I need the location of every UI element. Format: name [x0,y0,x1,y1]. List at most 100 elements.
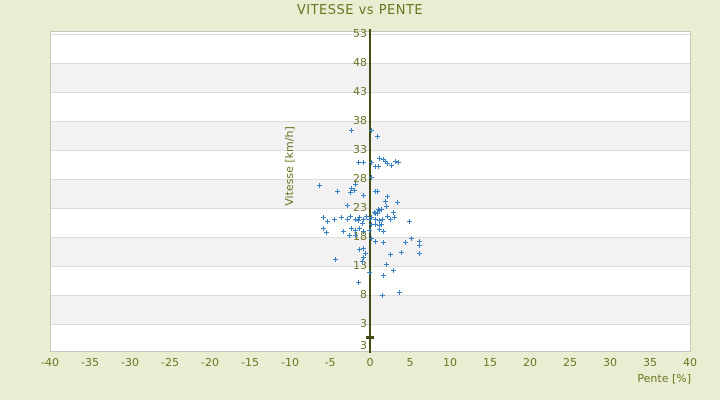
scatter-point [376,217,382,223]
scatter-point [351,187,357,193]
scatter-point [373,239,379,245]
scatter-point [379,292,385,298]
scatter-point [376,226,382,232]
scatter-point [357,247,363,253]
scatter-point [359,220,365,226]
x-tick-label: -15 [241,356,259,369]
scatter-point [374,133,380,139]
y-tick-label: 53 [353,27,367,40]
scatter-point [333,256,339,262]
scatter-point [377,223,383,229]
scatter-point [340,228,346,234]
scatter-point [398,249,404,255]
y-tick-label: 8 [360,288,367,301]
scatter-point [317,182,323,188]
scatter-point [355,160,361,166]
scatter-point [320,225,326,231]
scatter-point [361,255,367,261]
scatter-point [416,239,422,245]
scatter-point [369,221,375,227]
scatter-point [417,251,423,257]
scatter-point [371,209,377,215]
scatter-point [378,207,384,213]
x-tick-label: 0 [366,356,374,369]
scatter-point [324,219,330,225]
scatter-point [355,218,361,224]
scatter-point [397,290,403,296]
y-tick-label: 23 [353,201,367,214]
scatter-point [369,236,375,242]
scatter-point [361,160,367,166]
scatter-point [417,242,423,248]
x-tick-label: 35 [643,356,657,369]
scatter-point [382,158,388,164]
x-tick-label: -20 [201,356,219,369]
scatter-point [360,216,366,222]
scatter-point [359,259,365,265]
scatter-point [374,189,380,195]
scatter-point [369,175,375,181]
x-axis-title: Pente [%] [637,372,691,385]
x-tick-label: 15 [483,356,497,369]
scatter-point [366,228,372,234]
scatter-point [388,162,394,168]
scatter-point [369,128,375,134]
x-tick-label: -30 [121,356,139,369]
scatter-point [383,204,389,210]
scatter-point [338,214,344,220]
scatter-point [402,239,408,245]
x-tick-label: -25 [161,356,179,369]
scatter-point [357,225,363,231]
scatter-point [361,245,367,251]
scatter-point [374,210,380,216]
x-tick-label: -10 [281,356,299,369]
scatter-point [366,270,372,276]
scatter-point [362,251,368,257]
x-tick-label: 40 [683,356,697,369]
scatter-point [384,194,390,200]
scatter-point [390,267,396,273]
scatter-point [379,216,385,222]
x-tick-label: 25 [563,356,577,369]
scatter-point [356,214,362,220]
scatter-point [348,186,354,192]
y-tick-label: 28 [353,172,367,185]
scatter-point [334,188,340,194]
scatter-point [323,230,329,236]
scatter-point [352,232,358,238]
y-axis-tick-mark [366,336,374,339]
scatter-point [382,198,388,204]
scatter-point [393,158,399,164]
scatter-point [331,217,337,223]
scatter-point [321,215,327,221]
scatter-point [375,163,381,169]
x-tick-label: 30 [603,356,617,369]
scatter-point [380,240,386,246]
scatter-point [372,163,378,169]
scatter-point [353,181,359,187]
scatter-point [372,188,378,194]
scatter-point [380,272,386,278]
y-axis-title: Vitesse [km/h] [283,126,296,206]
scatter-point [369,215,375,221]
scatter-point [377,155,383,161]
scatter-point [349,127,355,133]
scatter-point [373,222,379,228]
scatter-point [348,225,354,231]
scatter-point [347,190,353,196]
scatter-point [352,228,358,234]
scatter-point [387,216,393,222]
scatter-point [408,236,414,242]
scatter-point [345,202,351,208]
scatter-point [375,207,381,213]
plot-area: 53 48 43 38 33 28 23 18 13 8 3 3 [50,27,691,353]
scatter-point [361,228,367,234]
scatter-point [361,192,367,198]
y-tick-label: 43 [353,85,367,98]
scatter-point [369,159,375,165]
scatter-point [383,261,389,267]
scatter-point [366,216,372,222]
scatter-point [406,219,412,225]
y-tick-label: 38 [353,114,367,127]
y-tick-label: 48 [353,56,367,69]
